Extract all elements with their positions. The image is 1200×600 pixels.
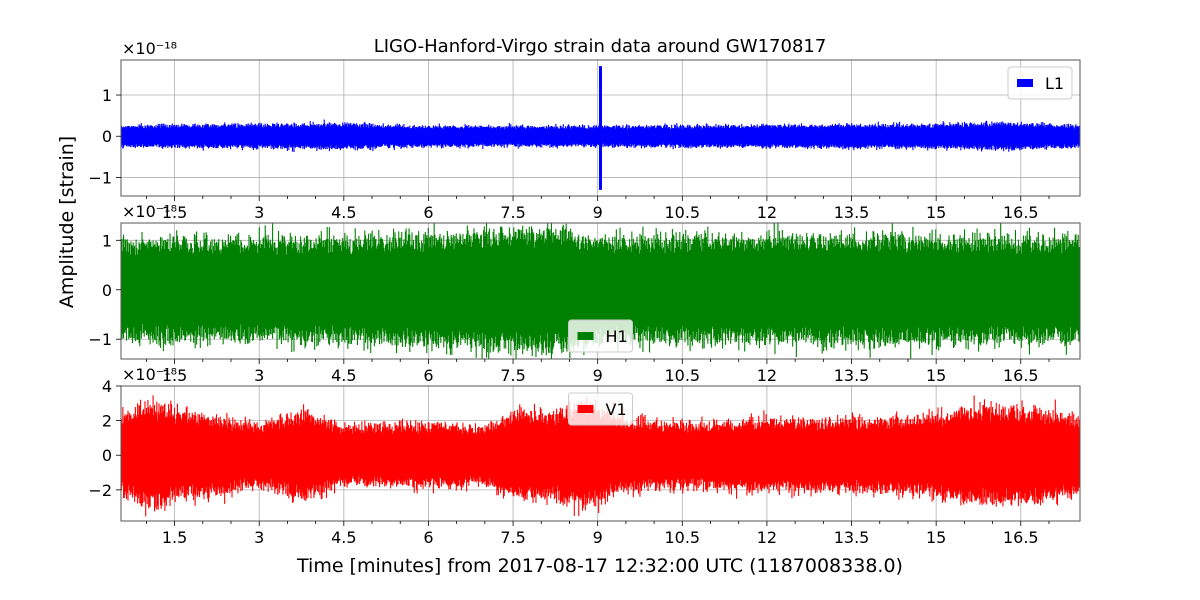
x-tick-label: 1.5 [162,366,187,385]
x-tick-label: 3 [254,203,264,222]
panels-group: 1.5 3 4.5 6 7.5 9 10.5 12 13.5 15 16.5−101×10⁻¹⁸L1… [88,39,1081,547]
panel-h1: 1.5 3 4.5 6 7.5 9 10.5 12 13.5 15 16.5 −1 0 1 ×10⁻¹⁸ H1 [88,202,1081,385]
legend-box [1007,66,1073,100]
y-tick-label: −2 [88,481,112,500]
legend-label: V1 [606,400,627,419]
x-tick-label: 3 [254,366,264,385]
panel-l1: 1.5 3 4.5 6 7.5 9 10.5 12 13.5 15 16.5 −1 0 1 ×10⁻¹⁸ L1 [88,39,1081,222]
y-tick-label: 0 [102,281,112,300]
x-tick-label: 7.5 [500,366,525,385]
x-tick-label: 12 [757,366,777,385]
y-tick-label: 4 [102,377,112,396]
y-offset-text: ×10⁻¹⁸ [122,365,177,384]
x-tick-label: 3 [254,528,264,547]
x-tick-label: 1.5 [162,528,187,547]
x-tick-label: 15 [926,366,946,385]
x-tick-label: 15 [926,203,946,222]
y-tick-label: −1 [88,330,112,349]
legend-v1: V1 [568,392,633,426]
legend-l1: L1 [1007,66,1073,100]
x-tick-label: 12 [757,528,777,547]
x-tick-label: 13.5 [834,366,870,385]
legend-swatch [577,405,594,413]
y-axis-label: Amplitude [strain] [56,136,78,308]
legend-box [568,392,633,426]
x-tick-label: 9 [593,203,603,222]
legend-h1: H1 [568,319,633,353]
x-tick-label: 7.5 [500,203,525,222]
x-tick-label: 10.5 [664,366,700,385]
y-tick-label: 1 [102,231,112,250]
axes-frame [120,385,1081,522]
y-tick-label: 0 [102,446,112,465]
x-tick-label: 1.5 [162,203,187,222]
chart-title: LIGO-Hanford-Virgo strain data around GW… [374,36,827,57]
x-tick-label: 6 [423,203,433,222]
x-tick-label: 4.5 [331,366,356,385]
y-tick-label: −1 [88,168,112,187]
x-tick-label: 9 [593,366,603,385]
x-tick-label: 13.5 [834,203,870,222]
axes-frame [120,59,1081,197]
legend-label: H1 [606,327,628,346]
x-tick-label: 16.5 [1003,366,1039,385]
x-tick-label: 12 [757,203,777,222]
x-tick-label: 16.5 [1003,203,1039,222]
axes-frame [120,222,1081,360]
y-tick-label: 1 [102,86,112,105]
x-tick-label: 10.5 [664,203,700,222]
y-tick-label: 2 [102,412,112,431]
legend-box [568,319,633,353]
legend-swatch [577,332,594,340]
legend-label: L1 [1045,74,1064,93]
x-axis-label: Time [minutes] from 2017-08-17 12:32:00 … [296,555,903,577]
panel-v1: 1.5 3 4.5 6 7.5 9 10.5 12 13.5 15 16.5 −2 0 2 4 ×10⁻¹⁸ V… [88,365,1081,547]
x-tick-label: 4.5 [331,203,356,222]
x-tick-label: 4.5 [331,528,356,547]
x-tick-label: 16.5 [1003,528,1039,547]
y-offset-text: ×10⁻¹⁸ [122,39,177,58]
x-tick-label: 6 [423,528,433,547]
x-tick-label: 7.5 [500,528,525,547]
x-tick-label: 15 [926,528,946,547]
legend-swatch [1017,79,1033,87]
x-tick-label: 6 [423,366,433,385]
x-tick-label: 9 [593,528,603,547]
x-tick-label: 13.5 [834,528,870,547]
x-tick-label: 10.5 [664,528,700,547]
y-offset-text: ×10⁻¹⁸ [122,202,177,221]
y-tick-label: 0 [102,127,112,146]
